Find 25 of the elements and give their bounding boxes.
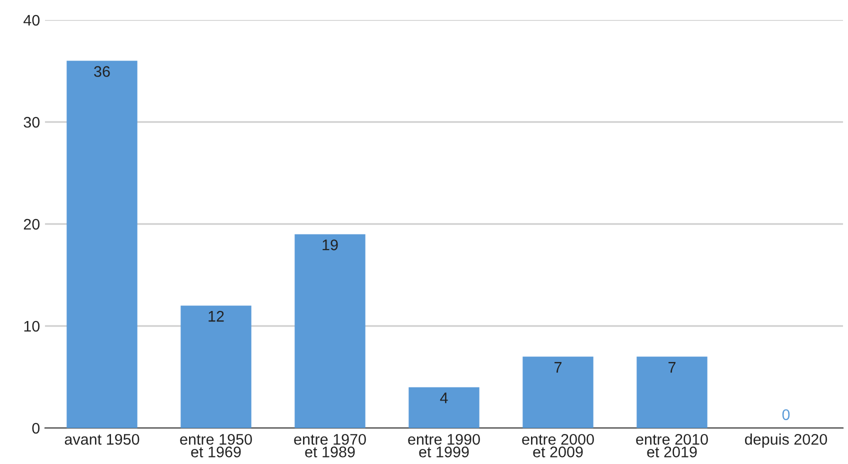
bar xyxy=(408,387,480,428)
y-tick-label: 0 xyxy=(32,422,40,434)
bar xyxy=(66,60,138,428)
bar xyxy=(522,356,594,428)
x-tick-label: entre 1970 et 1989 xyxy=(294,434,366,458)
x-tick-label: entre 2000 et 2009 xyxy=(522,434,594,458)
data-label: 19 xyxy=(322,240,338,250)
y-tick-label: 30 xyxy=(24,116,40,128)
bar xyxy=(294,234,366,428)
x-tick-label: entre 1950 et 1969 xyxy=(180,434,252,458)
x-tick-label: entre 2010 et 2019 xyxy=(636,434,708,458)
x-tick-label: avant 1950 xyxy=(64,434,140,445)
data-label: 0 xyxy=(782,409,790,420)
y-tick-label: 10 xyxy=(24,320,40,332)
data-label: 12 xyxy=(208,310,224,322)
x-tick-label: entre 1990 et 1999 xyxy=(408,434,480,458)
bar xyxy=(636,356,708,428)
y-tick-label: 40 xyxy=(24,14,40,26)
data-label: 36 xyxy=(94,66,110,77)
data-label: 7 xyxy=(554,362,562,373)
bar xyxy=(180,306,252,428)
y-tick-label: 20 xyxy=(24,218,40,230)
data-label: 7 xyxy=(668,362,676,373)
x-tick-label: depuis 2020 xyxy=(745,434,828,448)
data-label: 4 xyxy=(440,392,448,404)
